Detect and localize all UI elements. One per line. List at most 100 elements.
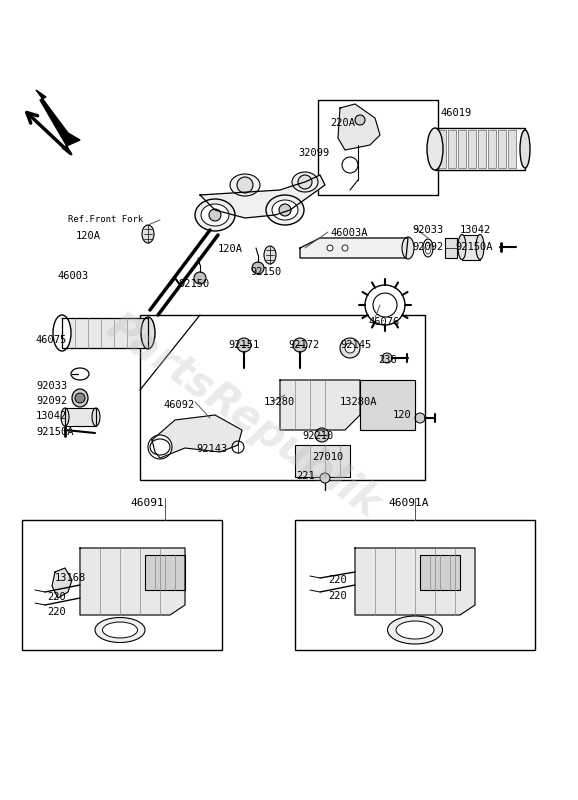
Text: 220: 220 <box>47 607 66 617</box>
Circle shape <box>75 393 85 403</box>
Polygon shape <box>36 90 80 155</box>
Text: 46091: 46091 <box>130 498 164 508</box>
Polygon shape <box>52 568 72 598</box>
Bar <box>488 130 496 168</box>
Circle shape <box>342 245 348 251</box>
Ellipse shape <box>425 242 431 254</box>
Text: PartsRepublik: PartsRepublik <box>98 306 388 526</box>
Text: 92033: 92033 <box>36 381 67 391</box>
Text: 220: 220 <box>328 591 347 601</box>
Circle shape <box>209 209 221 221</box>
Circle shape <box>340 338 360 358</box>
Text: 46019: 46019 <box>440 108 471 118</box>
Text: 92150: 92150 <box>250 267 281 277</box>
Bar <box>145 555 185 590</box>
Ellipse shape <box>458 234 466 259</box>
Circle shape <box>373 293 397 317</box>
Circle shape <box>148 435 172 459</box>
Text: 220A: 220A <box>330 118 355 128</box>
Bar <box>420 555 460 590</box>
Polygon shape <box>355 548 475 615</box>
Bar <box>435 128 525 170</box>
Text: 120A: 120A <box>218 244 243 254</box>
Bar <box>438 130 446 168</box>
Text: 92033: 92033 <box>412 225 443 235</box>
Bar <box>508 130 516 168</box>
Circle shape <box>315 428 329 442</box>
Circle shape <box>345 343 355 353</box>
Text: 92210: 92210 <box>302 431 334 441</box>
Text: 221: 221 <box>296 471 315 481</box>
Ellipse shape <box>272 200 298 220</box>
Bar <box>22 520 222 650</box>
Circle shape <box>194 272 206 284</box>
Bar <box>448 130 456 168</box>
Polygon shape <box>280 380 360 430</box>
Text: 13042: 13042 <box>36 411 67 421</box>
Polygon shape <box>338 104 380 150</box>
Bar <box>468 130 476 168</box>
Text: 92150A: 92150A <box>36 427 73 437</box>
Ellipse shape <box>427 128 443 170</box>
Ellipse shape <box>266 195 304 225</box>
Ellipse shape <box>402 237 414 259</box>
Polygon shape <box>62 318 148 348</box>
Text: Ref.Front Fork: Ref.Front Fork <box>68 215 143 224</box>
Bar <box>498 130 506 168</box>
Ellipse shape <box>142 225 154 243</box>
Text: 13042: 13042 <box>460 225 491 235</box>
Circle shape <box>279 204 291 216</box>
Text: 46003A: 46003A <box>330 228 368 238</box>
Ellipse shape <box>195 199 235 231</box>
Polygon shape <box>200 175 325 218</box>
Bar <box>140 315 425 480</box>
Ellipse shape <box>476 234 484 259</box>
Text: 32099: 32099 <box>298 148 329 158</box>
Text: 92151: 92151 <box>228 340 260 350</box>
Ellipse shape <box>230 174 260 196</box>
Circle shape <box>298 175 312 189</box>
Ellipse shape <box>102 622 138 638</box>
Ellipse shape <box>72 389 88 407</box>
Ellipse shape <box>61 408 69 426</box>
Polygon shape <box>65 408 96 426</box>
Polygon shape <box>360 380 415 430</box>
Text: 92143: 92143 <box>196 444 227 454</box>
Text: 46092: 46092 <box>163 400 194 410</box>
Text: 92092: 92092 <box>36 396 67 406</box>
Text: 220: 220 <box>47 592 66 602</box>
Circle shape <box>342 157 358 173</box>
Ellipse shape <box>53 315 71 351</box>
Bar <box>458 130 466 168</box>
Text: 46076: 46076 <box>368 317 399 327</box>
Text: 92145: 92145 <box>340 340 371 350</box>
Text: 92150A: 92150A <box>455 242 492 252</box>
Text: 92172: 92172 <box>288 340 319 350</box>
Circle shape <box>293 338 307 352</box>
Bar <box>462 235 480 260</box>
Circle shape <box>320 473 330 483</box>
Circle shape <box>415 413 425 423</box>
Text: 46075: 46075 <box>35 335 66 345</box>
Ellipse shape <box>423 239 433 257</box>
Text: 236: 236 <box>378 355 397 365</box>
Ellipse shape <box>292 172 318 192</box>
Bar <box>295 445 350 477</box>
Text: 46003: 46003 <box>57 271 88 281</box>
Ellipse shape <box>92 408 100 426</box>
Text: 13280A: 13280A <box>340 397 377 407</box>
Polygon shape <box>80 548 185 615</box>
Ellipse shape <box>396 621 434 639</box>
Ellipse shape <box>141 317 155 349</box>
Circle shape <box>382 353 392 363</box>
Text: 13280: 13280 <box>264 397 295 407</box>
Circle shape <box>252 262 264 274</box>
Text: 220: 220 <box>328 575 347 585</box>
Text: 120: 120 <box>393 410 412 420</box>
Text: 27010: 27010 <box>312 452 343 462</box>
Bar <box>318 100 438 195</box>
Polygon shape <box>300 238 408 258</box>
Bar <box>445 238 457 258</box>
Text: 92150: 92150 <box>178 279 209 289</box>
Text: 13168: 13168 <box>55 573 86 583</box>
